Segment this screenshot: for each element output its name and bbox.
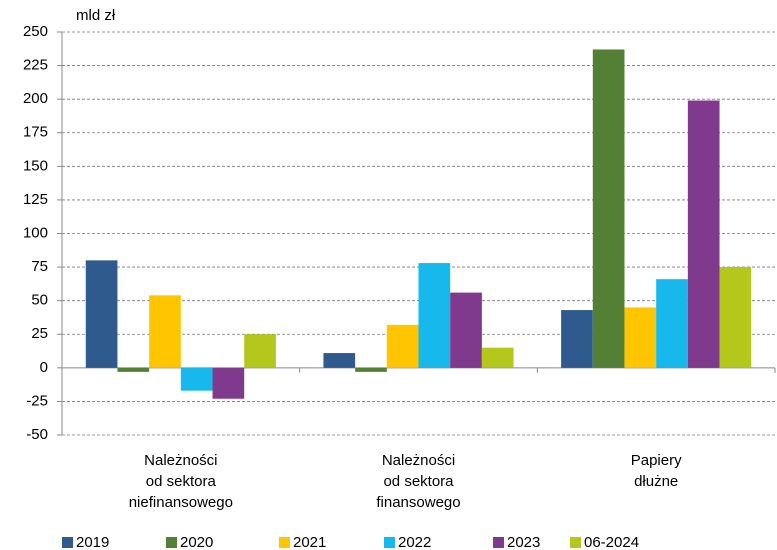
- y-tick-label: 25: [31, 325, 48, 342]
- bar: [355, 367, 387, 372]
- bar: [212, 367, 245, 399]
- bar: [687, 100, 720, 368]
- bar: [386, 324, 419, 368]
- x-tick-label: Papiery: [631, 452, 682, 469]
- bar: [481, 347, 514, 368]
- bar: [561, 310, 593, 368]
- x-tick-label: od sektora: [383, 473, 454, 490]
- y-tick-label: 50: [31, 292, 48, 309]
- y-tick-label: 250: [23, 23, 48, 40]
- y-tick-label: 200: [23, 90, 48, 107]
- y-tick-label: 225: [23, 57, 48, 74]
- bar: [85, 260, 118, 368]
- legend-swatch: [384, 537, 395, 548]
- legend-label: 2019: [76, 534, 109, 550]
- bar: [624, 307, 657, 368]
- y-tick-label: 150: [23, 157, 48, 174]
- x-tick-label: finansowego: [376, 494, 460, 511]
- y-tick-label: -50: [26, 426, 48, 443]
- x-tick-label: dłużne: [634, 473, 678, 490]
- y-tick-label: 125: [23, 191, 48, 208]
- legend-label: 2020: [180, 534, 213, 550]
- legend-swatch: [279, 537, 290, 548]
- legend-label: 06-2024: [584, 534, 639, 550]
- bar: [450, 292, 482, 368]
- bar: [149, 295, 181, 368]
- y-tick-label: 100: [23, 224, 48, 241]
- bar: [656, 279, 688, 368]
- legend-label: 2022: [398, 534, 431, 550]
- y-unit: mld zł: [76, 7, 116, 24]
- y-tick-label: 0: [40, 359, 48, 376]
- bar: [180, 367, 213, 391]
- bar: [323, 353, 356, 368]
- legend-swatch: [570, 537, 581, 548]
- y-tick-label: 75: [31, 258, 48, 275]
- legend-label: 2023: [507, 534, 540, 550]
- x-tick-label: Należności: [382, 452, 455, 469]
- x-tick-label: Należności: [144, 452, 217, 469]
- bar: [719, 267, 752, 368]
- legend-swatch: [62, 537, 73, 548]
- y-tick-label: -25: [26, 392, 48, 409]
- legend-swatch: [166, 537, 177, 548]
- x-tick-label: niefinansowego: [129, 494, 233, 511]
- x-tick-label: od sektora: [146, 473, 217, 490]
- bar: [117, 367, 150, 372]
- bar: [592, 49, 625, 368]
- bar: [244, 334, 276, 368]
- y-tick-label: 175: [23, 124, 48, 141]
- bar: [418, 263, 451, 368]
- legend-swatch: [493, 537, 504, 548]
- legend-label: 2021: [293, 534, 326, 550]
